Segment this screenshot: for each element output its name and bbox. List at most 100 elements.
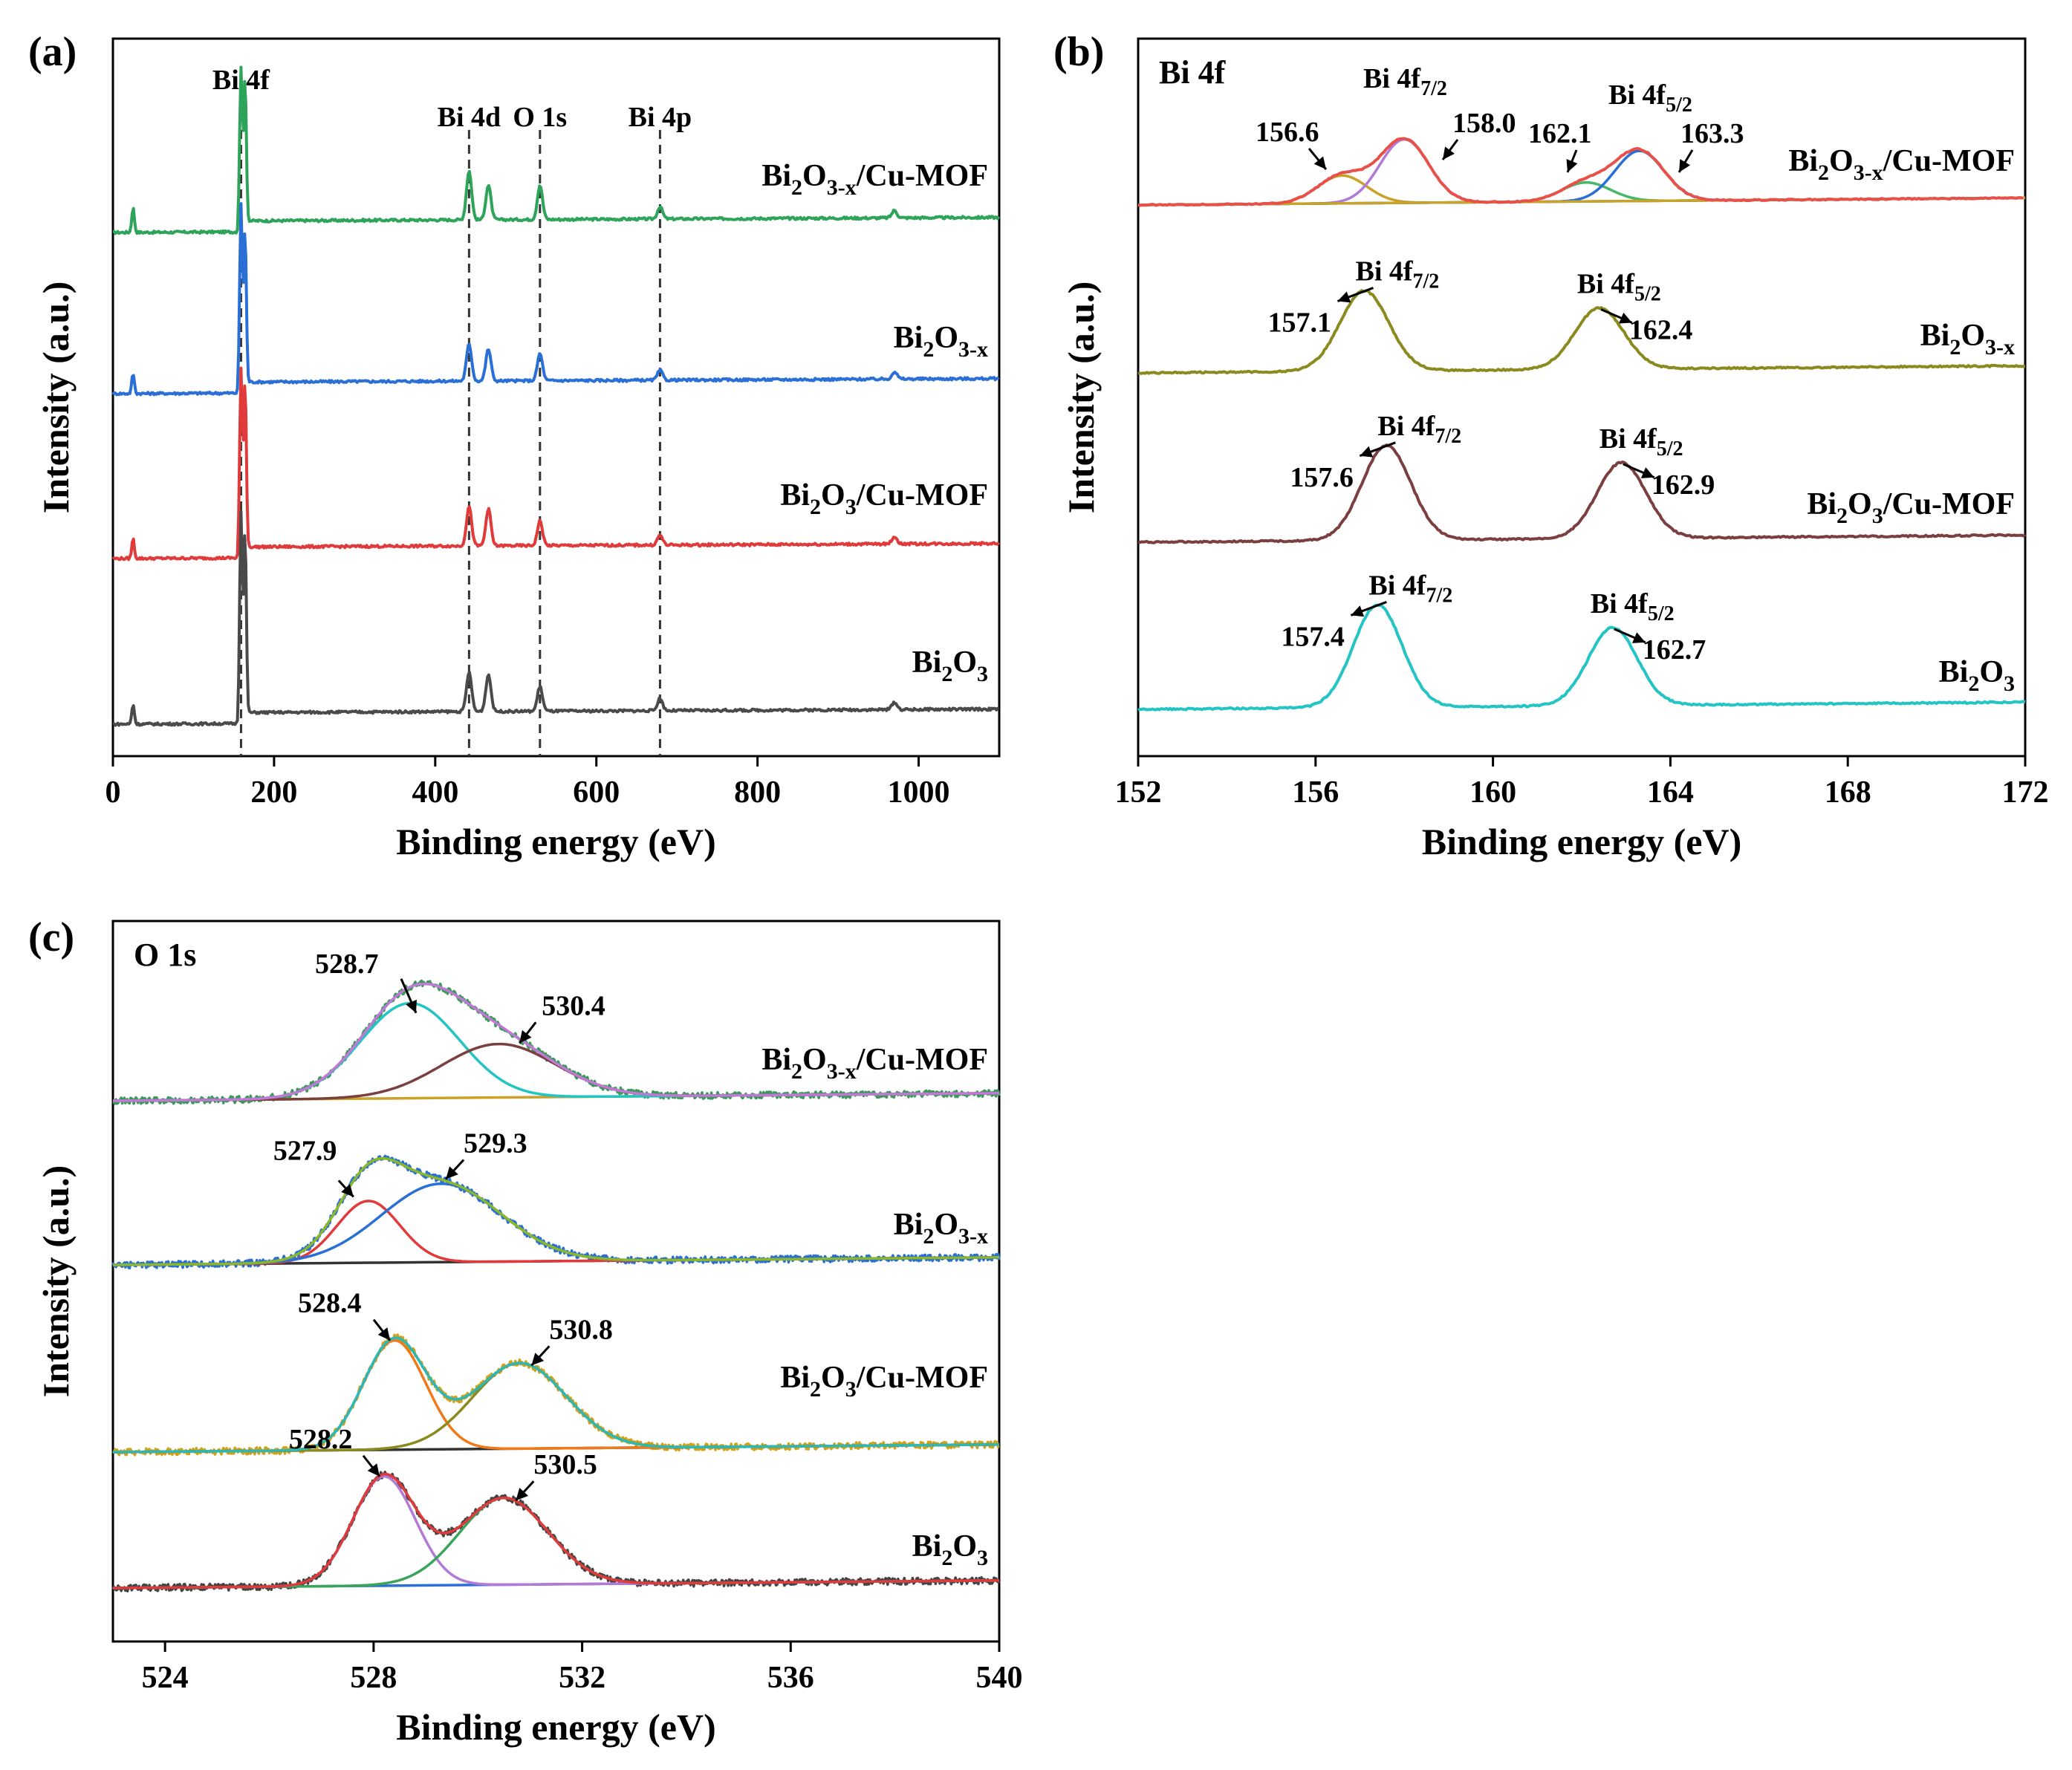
panel-a-peak-label: Bi 4p <box>629 102 692 133</box>
doublet-base: Bi 4f <box>1591 588 1649 619</box>
series-label-part: Bi <box>780 1361 810 1395</box>
panel-b-doublet-label: Bi 4f5/2 <box>1591 588 1675 625</box>
panel-c-x-axis-title: Binding energy (eV) <box>396 1706 716 1748</box>
panel-c-component-curve <box>113 1474 999 1590</box>
panel-b-peak-arrow <box>1600 308 1633 324</box>
doublet-base: Bi 4f <box>1368 570 1426 601</box>
panel-c-peak-arrow <box>445 1159 465 1180</box>
panel-c-series-label: Bi2O3 <box>912 1529 988 1570</box>
series-label-part: O <box>821 1361 845 1395</box>
series-label-part: 3 <box>845 1377 857 1402</box>
panel-c-series-label: Bi2O3-x/Cu-MOF <box>761 1043 988 1084</box>
panel-a-x-tick-label: 600 <box>573 775 620 810</box>
panel-b-y-axis-title: Intensity (a.u.) <box>1060 282 1102 514</box>
panel-b-x-tick-label: 160 <box>1469 775 1516 810</box>
panel-b-doublet-label: Bi 4f7/2 <box>1368 570 1452 607</box>
series-label-part: O <box>802 1043 827 1077</box>
series-label-part: 3 <box>977 662 988 686</box>
arrow-head <box>406 999 417 1013</box>
series-label-part: 3-x <box>1854 160 1883 185</box>
panel-b-peak-arrow <box>1359 441 1396 458</box>
panel-c-raw-data <box>111 1154 1001 1270</box>
panel-a-series-label: Bi2O3/Cu-MOF <box>780 478 988 519</box>
panel-c-o1s-chart: 524 528 532 536 540 Binding energy (eV) Intens… <box>35 920 1023 1748</box>
panel-c-peak-value: 528.4 <box>298 1288 362 1319</box>
panel-c-peak-value: 528.7 <box>315 949 379 980</box>
doublet-sub: 7/2 <box>1426 584 1452 607</box>
doublet-sub: 7/2 <box>1435 425 1461 448</box>
doublet-sub: 5/2 <box>1634 283 1661 306</box>
panel-b-x-tick-label: 168 <box>1825 775 1871 810</box>
panel-b-doublet-label: Bi 4f5/2 <box>1600 423 1683 461</box>
series-label-part: 2 <box>941 662 952 686</box>
panel-c-component-curve <box>113 1338 999 1454</box>
panel-a-x-tick-label: 1000 <box>888 775 950 810</box>
series-label-part: 3 <box>2004 671 2015 696</box>
panel-b-x-tick-label: 152 <box>1115 775 1162 810</box>
arrow-head <box>1443 146 1455 160</box>
panel-c-peak-arrow <box>362 1454 381 1477</box>
panel-b-peak-value: 156.6 <box>1256 117 1319 148</box>
series-label-part: 2 <box>1836 504 1848 528</box>
panel-b-doublet-label: Bi 4f5/2 <box>1608 79 1692 117</box>
panel-a-series-label: Bi2O3-x/Cu-MOF <box>761 159 988 200</box>
panel-a-x-axis-title: Binding energy (eV) <box>396 821 716 862</box>
arrow-head <box>1351 605 1365 617</box>
series-label-part: 3-x <box>827 1059 857 1084</box>
series-label-part: /Cu-MOF <box>856 159 988 193</box>
panel-b-peak-arrow <box>1350 601 1387 617</box>
series-label-part: 2 <box>1818 160 1829 185</box>
panel-a-series-line <box>112 65 1001 235</box>
series-label-part: /Cu-MOF <box>856 478 988 513</box>
panel-b-x-axis-title: Binding energy (eV) <box>1422 821 1742 862</box>
panel-c-peak-arrow <box>530 1345 551 1367</box>
panel-c-peak-value: 529.3 <box>464 1128 527 1159</box>
panel-a-peak-label: Bi 4d <box>438 102 501 133</box>
panel-b-peak-value: 157.4 <box>1281 621 1345 652</box>
panel-b-axes-frame <box>1137 37 2027 758</box>
series-label-part: O <box>802 159 827 193</box>
doublet-base: Bi 4f <box>1355 256 1413 287</box>
panel-c-peak-arrow <box>519 1021 537 1044</box>
doublet-base: Bi 4f <box>1600 423 1657 455</box>
panel-c-peak-value: 530.4 <box>542 990 605 1021</box>
panel-b-peak-value: 163.3 <box>1680 118 1744 149</box>
series-label-part: 3-x <box>958 337 988 362</box>
series-label-part: Bi <box>912 1529 942 1564</box>
series-label-part: /Cu-MOF <box>1883 144 2015 178</box>
series-label-part: 2 <box>791 1059 802 1084</box>
panel-c-peak-value: 530.5 <box>533 1449 597 1480</box>
panel-a-series-line <box>111 366 1001 562</box>
doublet-sub: 7/2 <box>1420 77 1447 100</box>
series-label-part: O <box>821 478 845 513</box>
arrow-head <box>531 1353 545 1366</box>
panel-a-survey-chart: 0 200 400 600 800 1000 Binding energy (eV) Inte… <box>35 37 1001 862</box>
arrow-head <box>1566 159 1578 172</box>
panel-b-x-tick-label: 164 <box>1647 775 1694 810</box>
series-label-part: 2 <box>791 175 802 200</box>
panel-b-series-label: Bi2O3 <box>1939 655 2015 696</box>
arrow-head <box>377 1327 390 1341</box>
series-label-part: 3 <box>1872 504 1883 528</box>
panel-b-x-tick-label: 172 <box>2002 775 2049 810</box>
panel-a-peak-label: O 1s <box>513 102 567 133</box>
series-label-part: O <box>1848 487 1872 521</box>
series-label-part: 2 <box>1949 335 1961 359</box>
panel-c-x-tick-label: 540 <box>976 1661 1023 1695</box>
panel-c-peak-arrow <box>372 1318 392 1341</box>
doublet-sub: 5/2 <box>1657 437 1683 461</box>
panel-c-corner-label: O 1s <box>134 937 196 973</box>
panel-c-raw-data <box>111 1471 1001 1592</box>
panel-b-peak-value: 157.1 <box>1267 308 1331 339</box>
panel-b-doublet-label: Bi 4f5/2 <box>1577 269 1661 306</box>
series-label-part: Bi <box>894 321 923 355</box>
panel-b-x-tick-label: 156 <box>1292 775 1339 810</box>
series-label-part: 2 <box>1968 671 1979 696</box>
doublet-base: Bi 4f <box>1363 63 1421 94</box>
panel-b-peak-value: 162.4 <box>1629 315 1693 346</box>
series-label-part: Bi <box>1788 144 1818 178</box>
doublet-base: Bi 4f <box>1577 269 1635 300</box>
panel-a-x-tick-label: 0 <box>105 775 121 810</box>
series-label-part: O <box>934 321 958 355</box>
panel-b-peak-value: 157.6 <box>1290 462 1354 493</box>
